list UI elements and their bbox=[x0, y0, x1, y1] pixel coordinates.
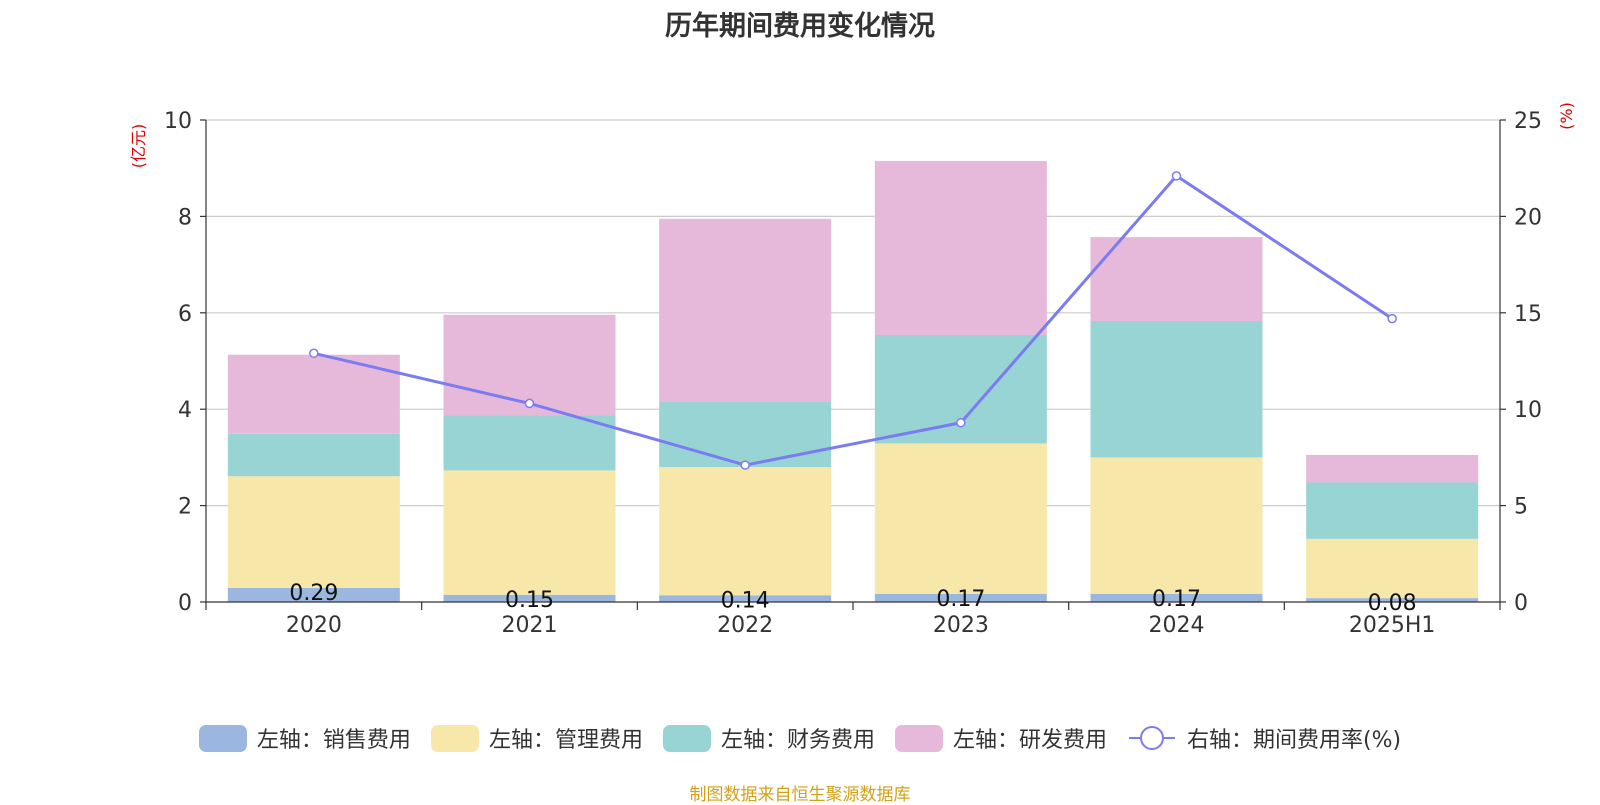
grid-layer bbox=[206, 119, 1500, 507]
rate-point bbox=[1387, 313, 1397, 324]
left-tick-label: 10 bbox=[164, 109, 192, 134]
right-axis-unit-label: (%) bbox=[1557, 102, 1576, 130]
legend: 左轴：销售费用 左轴：管理费用 左轴：财务费用 左轴：研发费用 右轴：期间费用率(%) bbox=[0, 718, 1600, 758]
rate-point bbox=[1171, 171, 1182, 181]
left-tick-label: 8 bbox=[178, 205, 192, 230]
bar-segment bbox=[1090, 593, 1263, 602]
legend-label: 左轴：管理费用 bbox=[488, 728, 643, 753]
bar-segment bbox=[443, 415, 616, 471]
legend-swatch bbox=[198, 724, 247, 752]
data-label: 0.17 bbox=[1152, 587, 1201, 612]
bar-segment bbox=[659, 467, 832, 596]
bar-segment bbox=[443, 470, 616, 595]
bar-segment bbox=[1306, 454, 1479, 483]
legend-swatch bbox=[894, 724, 943, 752]
x-tick-label: 2023 bbox=[933, 613, 989, 638]
bar-segment bbox=[1090, 457, 1263, 594]
bar-segment bbox=[1306, 598, 1479, 602]
bar-segment bbox=[1090, 320, 1263, 458]
right-tick-label: 0 bbox=[1514, 591, 1528, 616]
right-tick-label: 5 bbox=[1514, 495, 1528, 520]
legend-swatch bbox=[430, 724, 479, 752]
legend-item[interactable]: 左轴：销售费用 bbox=[198, 722, 411, 754]
legend-item[interactable]: 右轴：期间费用率(%) bbox=[1127, 722, 1401, 754]
data-label: 0.14 bbox=[721, 588, 770, 613]
x-tick-label: 2025H1 bbox=[1349, 613, 1436, 638]
legend-label: 左轴：财务费用 bbox=[720, 728, 875, 753]
right-tick-label: 10 bbox=[1514, 398, 1542, 423]
right-tick-label: 15 bbox=[1514, 302, 1542, 327]
left-tick-label: 2 bbox=[178, 495, 192, 520]
left-tick-label: 4 bbox=[178, 398, 192, 423]
bar-segment bbox=[659, 401, 832, 468]
rate-point bbox=[309, 348, 319, 359]
bar-segment bbox=[443, 594, 616, 602]
left-tick-label: 6 bbox=[178, 302, 192, 327]
x-tick-label: 2021 bbox=[502, 613, 558, 638]
legend-swatch bbox=[662, 724, 711, 752]
bar-segment bbox=[227, 588, 400, 602]
legend-item[interactable]: 左轴：研发费用 bbox=[894, 722, 1107, 754]
rate-point bbox=[956, 417, 966, 428]
rate-point bbox=[740, 460, 750, 470]
right-tick-label: 20 bbox=[1514, 205, 1542, 230]
bar-segment bbox=[874, 593, 1047, 602]
legend-line-marker bbox=[1128, 726, 1175, 750]
bar-segment bbox=[227, 433, 400, 477]
left-axis-unit-label: (亿元) bbox=[129, 124, 148, 169]
left-tick-label: 0 bbox=[178, 591, 192, 616]
x-tick-label: 2020 bbox=[286, 613, 342, 638]
chart-title: 历年期间费用变化情况 bbox=[665, 11, 935, 42]
x-tick-label: 2022 bbox=[717, 613, 773, 638]
legend-label: 左轴：研发费用 bbox=[952, 728, 1107, 753]
right-tick-label: 25 bbox=[1514, 109, 1542, 134]
source-note: 制图数据来自恒生聚源数据库 bbox=[689, 785, 911, 805]
line-layer bbox=[309, 171, 1397, 470]
data-label: 0.17 bbox=[936, 587, 985, 612]
data-label: 0.15 bbox=[505, 588, 554, 613]
data-label: 0.08 bbox=[1368, 591, 1417, 616]
rate-point bbox=[524, 398, 535, 409]
legend-label: 左轴：销售费用 bbox=[256, 728, 411, 753]
bar-layer bbox=[227, 160, 1479, 602]
data-label: 0.29 bbox=[289, 581, 338, 606]
bar-segment bbox=[227, 476, 400, 589]
legend-label: 右轴：期间费用率(%) bbox=[1186, 728, 1402, 753]
bar-segment bbox=[874, 160, 1047, 335]
legend-item[interactable]: 左轴：管理费用 bbox=[430, 722, 643, 754]
bar-segment bbox=[659, 595, 832, 602]
legend-item[interactable]: 左轴：财务费用 bbox=[662, 722, 875, 754]
bar-segment bbox=[1090, 237, 1263, 321]
x-tick-label: 2024 bbox=[1149, 613, 1205, 638]
bar-segment bbox=[874, 443, 1047, 594]
bar-segment bbox=[1306, 482, 1479, 539]
label-layer: 0.29 0.15 0.14 0.17 0.17 0.08 bbox=[289, 581, 1416, 616]
bar-segment bbox=[659, 218, 832, 402]
rate-line bbox=[313, 173, 1393, 467]
bar-segment bbox=[1306, 538, 1479, 599]
